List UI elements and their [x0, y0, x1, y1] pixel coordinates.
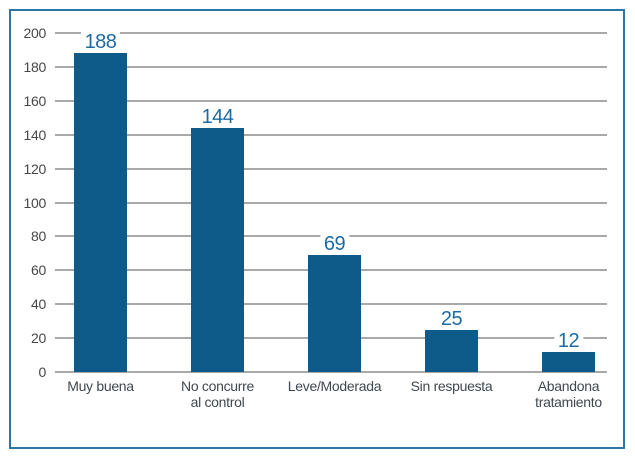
y-tick-label-180: 180: [23, 58, 47, 75]
x-category-label: Leve/Moderada: [287, 378, 382, 394]
gridline-y-100: [55, 201, 607, 204]
y-tick-label-140: 140: [23, 126, 47, 143]
chart-frame-border: [9, 9, 625, 449]
x-category-label: Sin respuesta: [410, 378, 493, 394]
bar: [74, 53, 127, 372]
x-category-label: Abandona tratamiento: [535, 378, 602, 410]
bar-value-label: 69: [319, 234, 350, 255]
bar-value-label: 144: [197, 106, 238, 127]
bar-value-label: 12: [553, 330, 584, 351]
y-tick-label-200: 200: [23, 25, 47, 41]
y-tick-label-60: 60: [31, 262, 46, 279]
bar: [191, 127, 244, 372]
y-tick-label-120: 120: [23, 160, 47, 177]
gridline-y-0: [55, 371, 607, 373]
gridline-y-140: [55, 133, 607, 136]
x-category-label: Muy buena: [67, 378, 134, 394]
bar: [542, 351, 595, 372]
y-tick-label-80: 80: [31, 228, 46, 245]
gridline-y-200: [55, 32, 607, 34]
gridline-y-120: [55, 167, 607, 170]
bar-value-label: 188: [80, 32, 121, 53]
y-tick-label-100: 100: [23, 194, 47, 211]
gridline-y-160: [55, 99, 607, 102]
y-tick-label-160: 160: [23, 92, 47, 109]
gridline-y-180: [55, 65, 607, 68]
y-tick-label-40: 40: [31, 296, 46, 313]
bar-value-label: 25: [436, 308, 467, 329]
bar: [425, 329, 478, 372]
bar: [308, 255, 361, 372]
x-category-label: No concurre al control: [181, 378, 254, 410]
y-tick-label-0: 0: [38, 364, 47, 380]
y-tick-label-20: 20: [31, 330, 46, 347]
